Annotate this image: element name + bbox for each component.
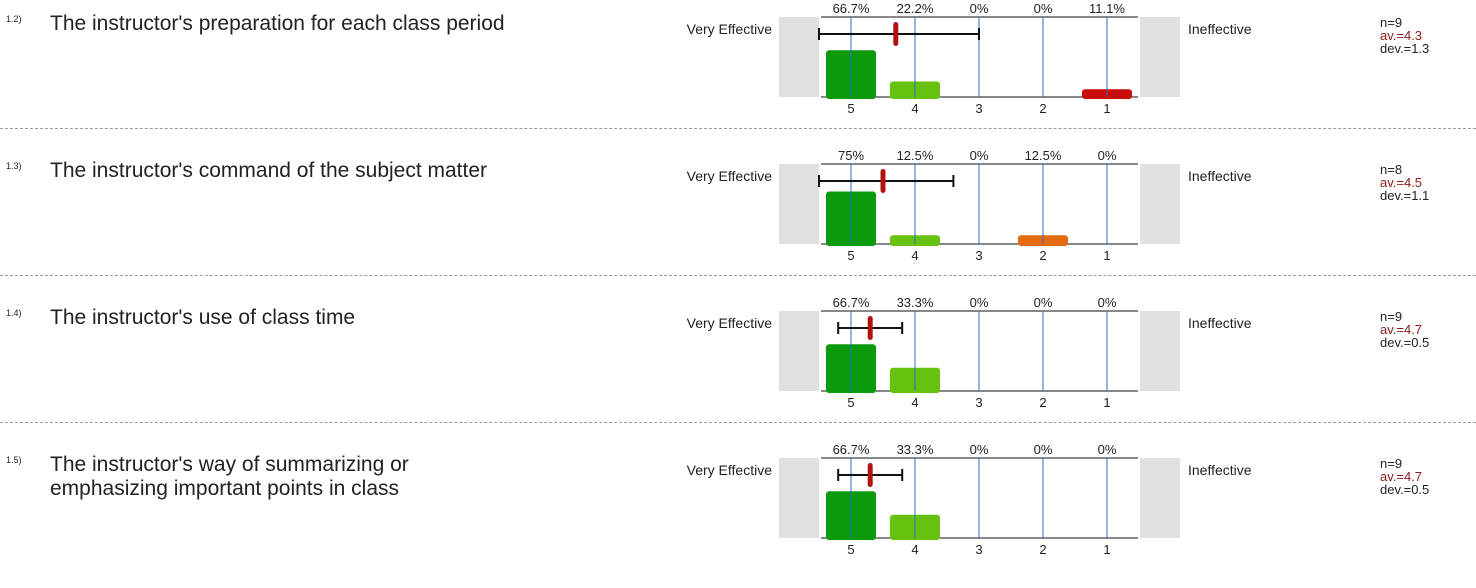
stat-av: av.=4.7 — [1380, 322, 1423, 337]
tick-label: 5 — [847, 395, 854, 410]
question-text: The instructor's way of summarizing or e… — [50, 453, 409, 500]
tick-label: 5 — [847, 248, 854, 263]
percent-label: 0% — [1034, 295, 1053, 310]
percent-label: 0% — [970, 148, 989, 163]
percent-label: 0% — [1098, 148, 1117, 163]
question-text: The instructor's use of class time — [50, 306, 356, 329]
percent-label: 22.2% — [897, 1, 934, 16]
stat-dev: dev.=0.5 — [1380, 482, 1430, 497]
stats-block: n=8 av.=4.5 dev.=1.1 — [1380, 163, 1429, 202]
stat-n: n=9 — [1380, 309, 1403, 324]
row-separator — [0, 128, 1476, 129]
stats-block: n=9 av.=4.7 dev.=0.5 — [1380, 310, 1429, 349]
stat-dev: dev.=0.5 — [1380, 335, 1430, 350]
tick-label: 3 — [975, 101, 982, 116]
left-panel — [779, 164, 819, 244]
row-separator — [0, 422, 1476, 423]
tick-label: 3 — [975, 248, 982, 263]
tick-label: 2 — [1039, 248, 1046, 263]
percent-label: 75% — [838, 148, 864, 163]
percent-label: 33.3% — [897, 295, 934, 310]
scale-right-label: Ineffective — [1188, 315, 1252, 331]
right-panel — [1140, 17, 1180, 97]
left-panel — [779, 311, 819, 391]
question-number: 1.2) — [6, 14, 22, 24]
scale-right-label: Ineffective — [1188, 21, 1252, 37]
percent-label: 0% — [970, 1, 989, 16]
percent-label: 66.7% — [833, 442, 870, 457]
mean-marker — [893, 22, 899, 46]
left-panel — [779, 17, 819, 97]
tick-label: 4 — [911, 248, 918, 263]
percent-label: 66.7% — [833, 1, 870, 16]
percent-label: 0% — [1034, 1, 1053, 16]
tick-label: 4 — [911, 395, 918, 410]
stats-block: n=9 av.=4.7 dev.=0.5 — [1380, 457, 1429, 496]
scale-right-label: Ineffective — [1188, 462, 1252, 478]
scale-left-label: Very Effective — [686, 168, 772, 184]
stat-dev: dev.=1.3 — [1380, 41, 1430, 56]
tick-label: 3 — [975, 395, 982, 410]
percent-label: 66.7% — [833, 295, 870, 310]
bar-chart: 66.7% 33.3% 0% 0% 0% 5 4 3 2 1 — [779, 442, 1180, 557]
question-number: 1.4) — [6, 308, 22, 318]
row-separator — [0, 275, 1476, 276]
right-panel — [1140, 458, 1180, 538]
mean-marker — [867, 463, 873, 487]
stat-av: av.=4.5 — [1380, 175, 1423, 190]
question-text: The instructor's preparation for each cl… — [50, 12, 505, 35]
tick-label: 1 — [1103, 542, 1110, 557]
right-panel — [1140, 311, 1180, 391]
question-number: 1.5) — [6, 455, 22, 465]
percent-label: 12.5% — [897, 148, 934, 163]
percent-label: 0% — [970, 442, 989, 457]
tick-label: 1 — [1103, 101, 1110, 116]
tick-label: 4 — [911, 542, 918, 557]
question-row: 1.4) The instructor's use of class time Ve… — [0, 294, 1476, 441]
question-number: 1.3) — [6, 161, 22, 171]
percent-label: 0% — [1098, 295, 1117, 310]
tick-label: 2 — [1039, 395, 1046, 410]
mean-marker — [867, 316, 873, 340]
tick-label: 2 — [1039, 101, 1046, 116]
mean-marker — [880, 169, 886, 193]
percent-label: 33.3% — [897, 442, 934, 457]
left-panel — [779, 458, 819, 538]
stat-dev: dev.=1.1 — [1380, 188, 1430, 203]
stat-n: n=9 — [1380, 456, 1403, 471]
stat-av: av.=4.7 — [1380, 469, 1423, 484]
bar-chart: 66.7% 22.2% 0% 0% 11.1% 5 4 3 2 1 — [779, 1, 1180, 116]
percent-label: 0% — [970, 295, 989, 310]
tick-label: 3 — [975, 542, 982, 557]
stats-block: n=9 av.=4.3 dev.=1.3 — [1380, 16, 1429, 55]
question-row: 1.3) The instructor's command of the subj… — [0, 147, 1476, 294]
stat-av: av.=4.3 — [1380, 28, 1423, 43]
stat-n: n=9 — [1380, 15, 1403, 30]
tick-label: 2 — [1039, 542, 1046, 557]
bar-chart: 66.7% 33.3% 0% 0% 0% 5 4 3 2 1 — [779, 295, 1180, 410]
percent-label: 11.1% — [1089, 1, 1125, 16]
bar-chart: 75% 12.5% 0% 12.5% 0% 5 4 3 2 1 — [779, 148, 1180, 263]
tick-label: 5 — [847, 101, 854, 116]
scale-left-label: Very Effective — [686, 315, 772, 331]
percent-label: 0% — [1098, 442, 1117, 457]
percent-label: 12.5% — [1025, 148, 1062, 163]
question-row: 1.2) The instructor's preparation for eac… — [0, 0, 1476, 147]
percent-label: 0% — [1034, 442, 1053, 457]
right-panel — [1140, 164, 1180, 244]
scale-left-label: Very Effective — [686, 462, 772, 478]
tick-label: 5 — [847, 542, 854, 557]
question-text: The instructor's command of the subject … — [50, 159, 488, 182]
tick-label: 1 — [1103, 248, 1110, 263]
stat-n: n=8 — [1380, 162, 1403, 177]
question-row: 1.5) The instructor's way of summarizing … — [0, 441, 1476, 588]
scale-right-label: Ineffective — [1188, 168, 1252, 184]
tick-label: 1 — [1103, 395, 1110, 410]
tick-label: 4 — [911, 101, 918, 116]
scale-left-label: Very Effective — [686, 21, 772, 37]
